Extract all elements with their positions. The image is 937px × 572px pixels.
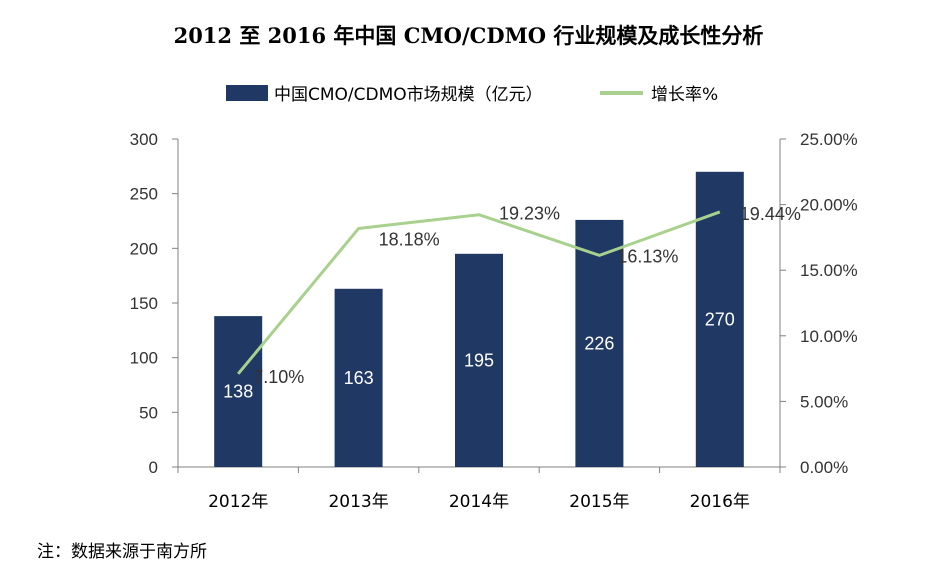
legend-label-growth-rate: 增长率% <box>651 85 719 105</box>
y-left-tick-label: 100 <box>130 349 158 368</box>
bar <box>695 171 744 468</box>
bar-data-label: 138 <box>223 382 253 402</box>
y-left-tick-label: 200 <box>130 239 158 258</box>
bar-data-label: 195 <box>464 350 494 370</box>
y-right-tick-label: 25.00% <box>800 130 858 149</box>
x-tick-label: 2012年 <box>208 492 268 512</box>
growth-rate-data-label: 19.23% <box>499 204 560 224</box>
x-tick-label: 2016年 <box>690 492 750 512</box>
chart-legend: 中国CMO/CDMO市场规模（亿元） 增长率% <box>0 80 937 105</box>
bar-data-label: 270 <box>705 309 735 329</box>
y-right-tick-label: 0.00% <box>800 458 848 477</box>
y-right-tick-label: 5.00% <box>800 392 848 411</box>
growth-rate-line <box>237 210 721 375</box>
growth-rate-data-label: 7.10% <box>253 367 304 387</box>
bar-data-label: 226 <box>584 333 614 353</box>
x-tick-label: 2014年 <box>449 492 509 512</box>
y-right-tick-label: 10.00% <box>800 327 858 346</box>
x-tick-label: 2015年 <box>569 492 629 512</box>
bar <box>455 253 503 467</box>
y-right-tick-label: 20.00% <box>800 196 858 215</box>
bar-data-label: 163 <box>344 368 374 388</box>
y-right-tick-label: 15.00% <box>800 261 858 280</box>
bar <box>334 288 383 467</box>
growth-rate-data-label: 18.18% <box>379 229 440 249</box>
growth-rate-data-label: 16.13% <box>617 246 678 266</box>
x-tick-label: 2013年 <box>328 492 388 512</box>
chart-title: 2012 至 2016 年中国 CMO/CDMO 行业规模及成长性分析 <box>173 23 764 48</box>
legend-swatch-bar <box>226 84 268 101</box>
bar <box>575 219 624 467</box>
growth-rate-data-label: 19.44% <box>740 204 801 224</box>
legend-swatch-line <box>600 90 643 95</box>
bar <box>214 316 263 467</box>
legend-item-market-size: 中国CMO/CDMO市场规模（亿元） <box>226 80 543 105</box>
source-note: 注：数据来源于南方所 <box>37 542 207 562</box>
y-left-tick-label: 300 <box>130 130 158 149</box>
y-left-tick-label: 150 <box>130 294 158 313</box>
y-left-tick-label: 250 <box>130 185 158 204</box>
legend-item-growth-rate: 增长率% <box>600 80 718 105</box>
legend-label-market-size: 中国CMO/CDMO市场规模（亿元） <box>274 85 543 105</box>
y-left-tick-label: 50 <box>139 403 158 422</box>
y-left-tick-label: 0 <box>149 458 158 477</box>
